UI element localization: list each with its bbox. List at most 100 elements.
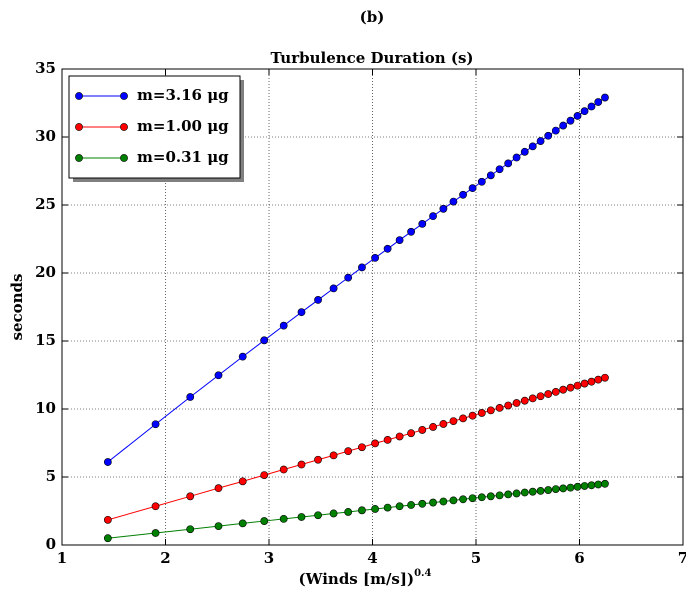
- point: [477, 409, 486, 417]
- point: [279, 321, 288, 330]
- point: [486, 492, 495, 501]
- point: [279, 465, 288, 474]
- point: [260, 517, 269, 525]
- point: [429, 423, 437, 431]
- point: [512, 489, 521, 498]
- point: [407, 227, 416, 236]
- suptitle: (b): [360, 8, 385, 26]
- x-tick-label: 1: [57, 549, 67, 567]
- point: [214, 522, 223, 530]
- point: [214, 371, 223, 380]
- point: [520, 396, 529, 405]
- point: [186, 492, 195, 501]
- y-tick-label: 10: [35, 399, 56, 417]
- point: [314, 511, 322, 520]
- y-axis-label: seconds: [8, 274, 26, 341]
- point: [566, 483, 575, 492]
- point: [459, 190, 467, 199]
- point: [151, 420, 160, 429]
- x-label-text: (Winds [m/s]): [299, 570, 415, 588]
- point: [601, 373, 609, 382]
- point: [395, 236, 404, 244]
- point: [504, 159, 513, 168]
- point: [358, 443, 366, 452]
- point: [495, 165, 504, 174]
- point: [587, 102, 596, 111]
- point: [279, 514, 288, 523]
- point: [601, 93, 609, 102]
- point: [559, 121, 568, 130]
- point: [573, 482, 582, 491]
- x-axis-label: (Winds [m/s])0.4: [299, 568, 432, 589]
- point: [580, 107, 589, 116]
- point: [580, 482, 589, 490]
- y-tick-label: 25: [35, 195, 56, 213]
- point: [297, 308, 306, 317]
- point: [528, 142, 537, 151]
- point: [536, 392, 545, 401]
- point: [528, 487, 537, 496]
- point: [459, 414, 467, 423]
- point: [594, 98, 603, 106]
- x-tick-label: 5: [471, 549, 481, 567]
- point: [103, 534, 112, 543]
- point: [551, 387, 560, 396]
- point: [504, 490, 513, 499]
- point: [594, 480, 603, 489]
- point: [383, 503, 392, 512]
- point: [297, 513, 306, 521]
- point: [418, 220, 427, 228]
- point: [214, 484, 223, 493]
- legend-marker: [75, 92, 83, 100]
- point: [344, 447, 353, 456]
- point: [559, 484, 568, 493]
- point: [573, 381, 582, 390]
- point: [566, 383, 575, 392]
- legend-marker: [120, 123, 128, 131]
- point: [512, 399, 521, 407]
- point: [520, 488, 529, 497]
- point: [186, 393, 195, 401]
- point: [468, 494, 477, 503]
- point: [439, 497, 448, 506]
- point: [418, 426, 427, 434]
- point: [449, 197, 458, 206]
- point: [297, 460, 306, 469]
- x-tick-label: 6: [574, 549, 584, 567]
- point: [504, 401, 513, 410]
- point: [495, 491, 504, 500]
- point: [238, 352, 247, 361]
- legend-label: m=3.16 μg: [137, 86, 229, 104]
- point: [383, 244, 392, 253]
- point: [238, 477, 247, 486]
- x-label-exponent: 0.4: [414, 568, 431, 579]
- point: [260, 336, 269, 345]
- point: [329, 509, 338, 518]
- point: [559, 385, 568, 394]
- point: [418, 499, 427, 508]
- plot-frame: [61, 68, 684, 546]
- point: [544, 486, 553, 494]
- point: [601, 479, 609, 488]
- point: [587, 377, 596, 386]
- point: [260, 471, 269, 479]
- point: [536, 137, 545, 145]
- point: [551, 485, 560, 494]
- point: [512, 153, 521, 162]
- y-tick-label: 0: [46, 535, 56, 553]
- point: [449, 496, 458, 505]
- point: [468, 184, 477, 193]
- point: [329, 451, 338, 460]
- chart-title: Turbulence Duration (s): [271, 49, 474, 67]
- point: [238, 519, 247, 528]
- point: [314, 455, 322, 464]
- point: [314, 296, 322, 304]
- x-tick-label: 3: [264, 549, 274, 567]
- point: [551, 126, 560, 135]
- point: [580, 379, 589, 388]
- point: [477, 177, 486, 186]
- point: [429, 212, 437, 221]
- point: [371, 505, 379, 513]
- y-tick-label: 30: [35, 127, 56, 145]
- point: [395, 502, 404, 511]
